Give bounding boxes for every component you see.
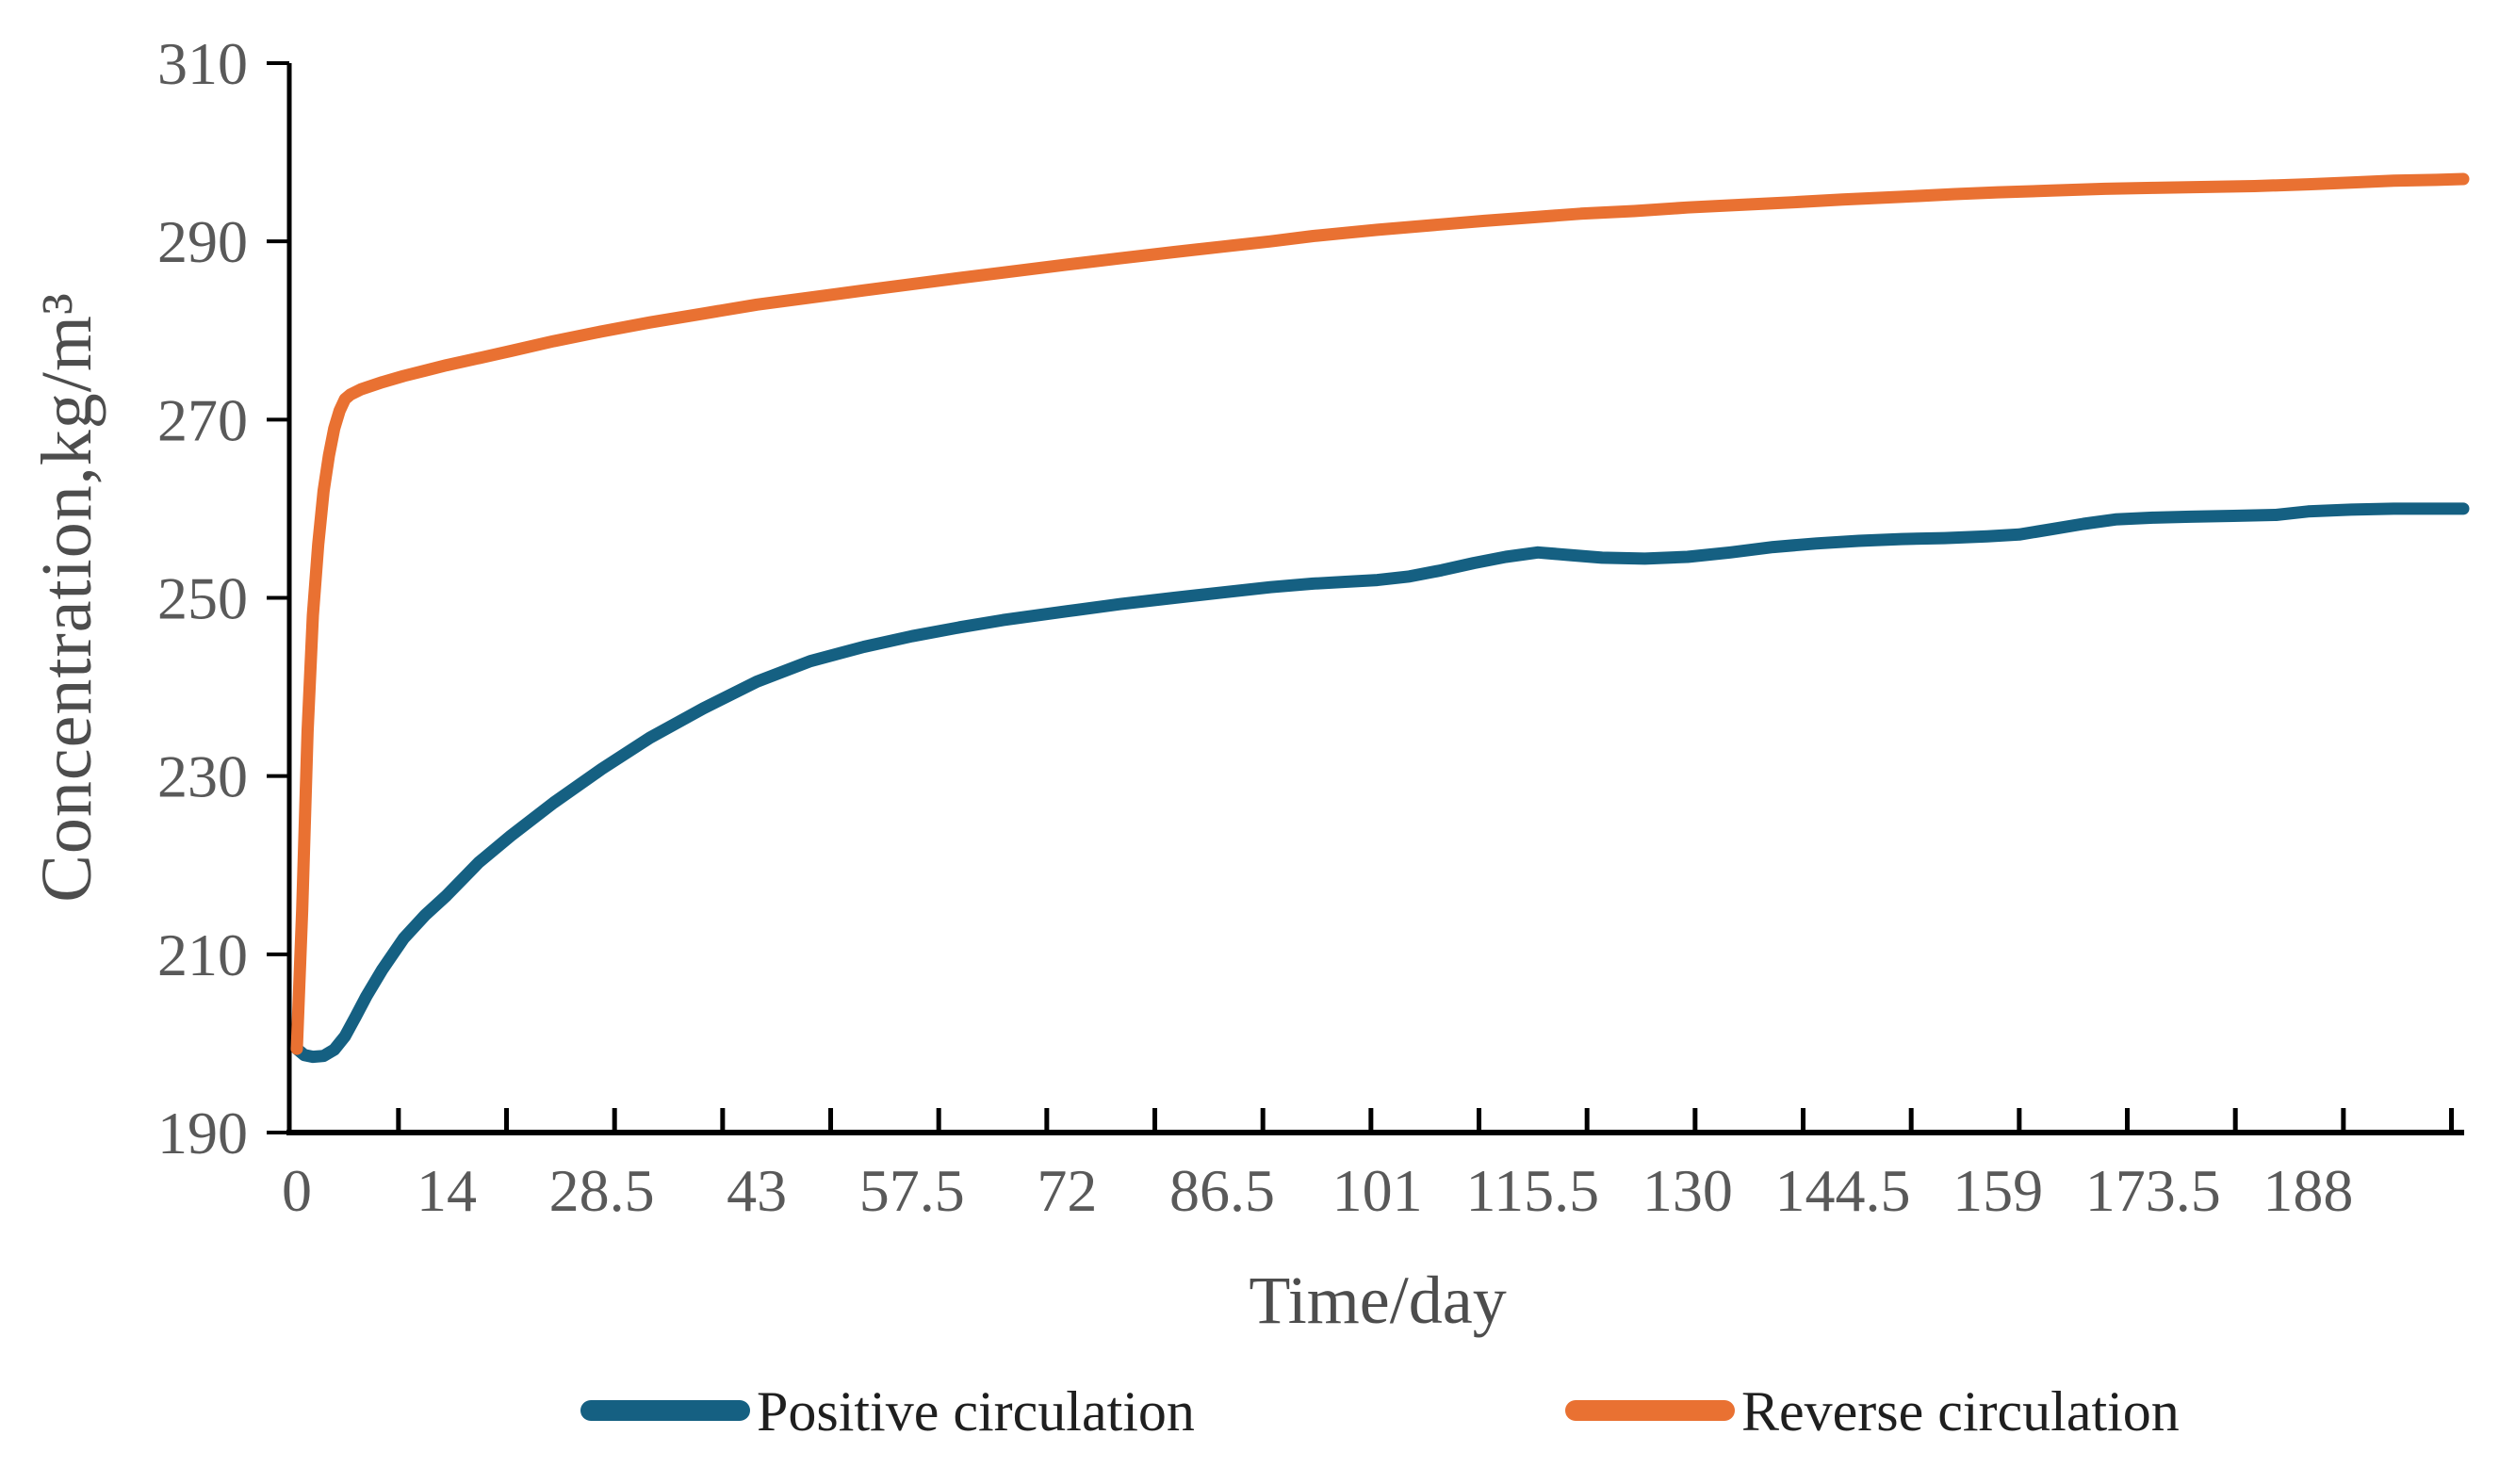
x-tick-label: 43 bbox=[727, 1157, 787, 1224]
x-tick-label: 57.5 bbox=[859, 1157, 965, 1224]
x-axis-title: Time/day bbox=[1249, 1263, 1506, 1338]
y-axis-title: Concentration,kg/m³ bbox=[27, 292, 106, 903]
x-tick-label: 86.5 bbox=[1169, 1157, 1275, 1224]
x-tick-label: 14 bbox=[417, 1157, 477, 1224]
x-tick-label: 115.5 bbox=[1465, 1157, 1599, 1224]
x-tick-label: 101 bbox=[1332, 1157, 1423, 1224]
series-line-positive-circulation bbox=[290, 502, 2470, 1064]
y-tick-label: 190 bbox=[157, 1100, 248, 1166]
series-lines bbox=[290, 172, 2470, 1064]
y-tick-label: 210 bbox=[157, 921, 248, 988]
x-tick-label: 188 bbox=[2263, 1157, 2353, 1224]
x-tick-label: 72 bbox=[1037, 1157, 1097, 1224]
y-tick-label: 310 bbox=[157, 30, 248, 97]
x-tick-label: 28.5 bbox=[549, 1157, 655, 1224]
legend-item-positive-circulation: Positive circulation bbox=[580, 1380, 1195, 1443]
y-tick-label: 250 bbox=[157, 565, 248, 632]
legend-label: Reverse circulation bbox=[1741, 1380, 2180, 1443]
axis-tick-labels: 190 210 230 250 270 290 310 0 14 28.5 43 57.5 72 86.5… bbox=[157, 30, 2353, 1224]
y-tick-label: 290 bbox=[157, 208, 248, 275]
x-tick-label: 144.5 bbox=[1775, 1157, 1911, 1224]
x-tick-label: 173.5 bbox=[2085, 1157, 2221, 1224]
y-tick-label: 230 bbox=[157, 743, 248, 810]
legend-label: Positive circulation bbox=[757, 1380, 1195, 1443]
axes bbox=[267, 61, 2464, 1135]
y-tick-label: 270 bbox=[157, 386, 248, 453]
x-tick-label: 130 bbox=[1642, 1157, 1733, 1224]
series-line-reverse-circulation bbox=[290, 172, 2470, 1055]
x-tick-label: 159 bbox=[1952, 1157, 2043, 1224]
x-tick-label: 0 bbox=[282, 1157, 312, 1224]
legend-item-reverse-circulation: Reverse circulation bbox=[1565, 1380, 2180, 1443]
legend: Positive circulation Reverse circulation bbox=[580, 1380, 2180, 1443]
